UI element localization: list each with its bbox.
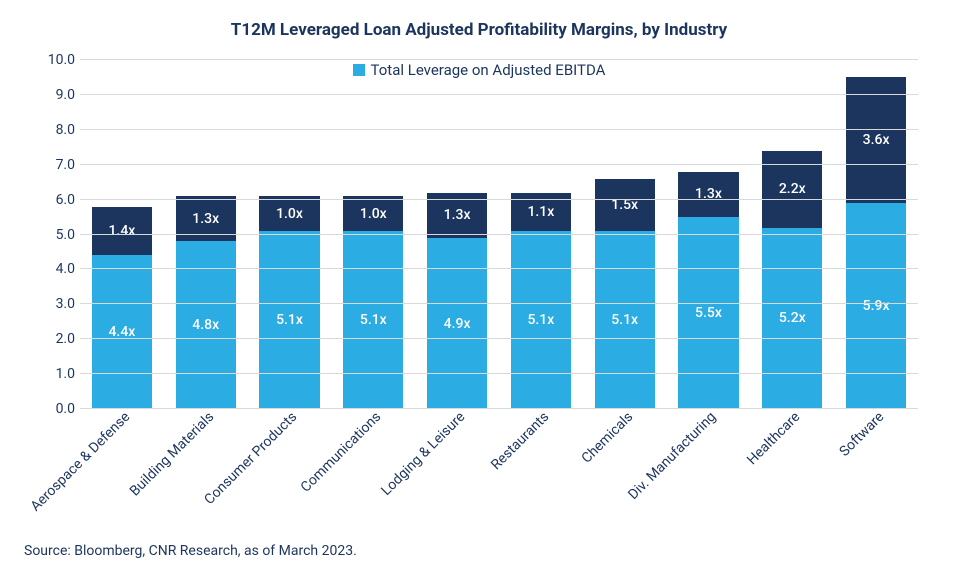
grid-line bbox=[80, 129, 918, 130]
grid-line bbox=[80, 59, 918, 60]
bar-segment-upper: 1.3x bbox=[176, 196, 236, 241]
bar-segment-lower: 5.2x bbox=[762, 228, 822, 409]
bar-group: 3.6x5.9x bbox=[846, 77, 906, 409]
grid-line bbox=[80, 94, 918, 95]
y-tick-label: 0.0 bbox=[30, 401, 75, 417]
grid-line bbox=[80, 199, 918, 200]
y-tick-label: 9.0 bbox=[30, 87, 75, 103]
bar-segment-upper: 1.5x bbox=[595, 179, 655, 231]
y-tick-label: 5.0 bbox=[30, 227, 75, 243]
y-tick-label: 8.0 bbox=[30, 122, 75, 138]
grid-line bbox=[80, 234, 918, 235]
bar-segment-lower: 4.8x bbox=[176, 241, 236, 409]
bar-segment-upper: 1.4x bbox=[92, 207, 152, 256]
grid-line bbox=[80, 338, 918, 339]
x-label-cell: Restaurants bbox=[499, 409, 583, 534]
grid-line bbox=[80, 164, 918, 165]
bar-segment-lower: 5.1x bbox=[511, 231, 571, 409]
bar-segment-upper: 1.0x bbox=[343, 196, 403, 231]
bar-segment-upper: 2.2x bbox=[762, 151, 822, 228]
bar-group: 1.1x5.1x bbox=[511, 193, 571, 409]
x-label-cell: Software bbox=[834, 409, 918, 534]
x-label: Chemicals bbox=[578, 409, 636, 467]
source-text: Source: Bloomberg, CNR Research, as of M… bbox=[24, 543, 357, 559]
y-tick-label: 4.0 bbox=[30, 261, 75, 277]
bar-group: 1.4x4.4x bbox=[92, 207, 152, 409]
bar-group: 1.3x4.9x bbox=[427, 193, 487, 409]
y-tick-label: 10.0 bbox=[30, 52, 75, 68]
bar-segment-lower: 5.1x bbox=[595, 231, 655, 409]
x-label-cell: Div. Manufacturing bbox=[667, 409, 751, 534]
y-tick-label: 3.0 bbox=[30, 296, 75, 312]
bar-segment-upper: 1.3x bbox=[678, 172, 738, 217]
bar-segment-upper: 3.6x bbox=[846, 77, 906, 203]
y-tick-label: 6.0 bbox=[30, 192, 75, 208]
x-label-cell: Healthcare bbox=[750, 409, 834, 534]
y-tick-label: 1.0 bbox=[30, 366, 75, 382]
y-tick-label: 7.0 bbox=[30, 157, 75, 173]
grid-line bbox=[80, 268, 918, 269]
chart-title: T12M Leveraged Loan Adjusted Profitabili… bbox=[0, 20, 958, 40]
x-label: Aerospace & Defense bbox=[28, 409, 134, 515]
bar-segment-lower: 5.1x bbox=[343, 231, 403, 409]
bar-segment-lower: 5.5x bbox=[678, 217, 738, 409]
bar-segment-lower: 4.4x bbox=[92, 255, 152, 409]
x-label: Healthcare bbox=[744, 409, 803, 468]
grid-line bbox=[80, 303, 918, 304]
x-label-cell: Lodging & Leisure bbox=[415, 409, 499, 534]
plot-area: 1.4x4.4x1.3x4.8x1.0x5.1x1.0x5.1x1.3x4.9x… bbox=[80, 60, 918, 409]
bar-segment-upper: 1.0x bbox=[259, 196, 319, 231]
grid-line bbox=[80, 373, 918, 374]
bar-group: 1.5x5.1x bbox=[595, 179, 655, 409]
bar-segment-lower: 4.9x bbox=[427, 238, 487, 409]
x-label: Software bbox=[837, 409, 888, 460]
bar-segment-lower: 5.1x bbox=[259, 231, 319, 409]
bar-group: 2.2x5.2x bbox=[762, 151, 822, 409]
y-tick-label: 2.0 bbox=[30, 331, 75, 347]
bars-area: 1.4x4.4x1.3x4.8x1.0x5.1x1.0x5.1x1.3x4.9x… bbox=[80, 60, 918, 409]
x-labels-area: Aerospace & DefenseBuilding MaterialsCon… bbox=[80, 409, 918, 534]
